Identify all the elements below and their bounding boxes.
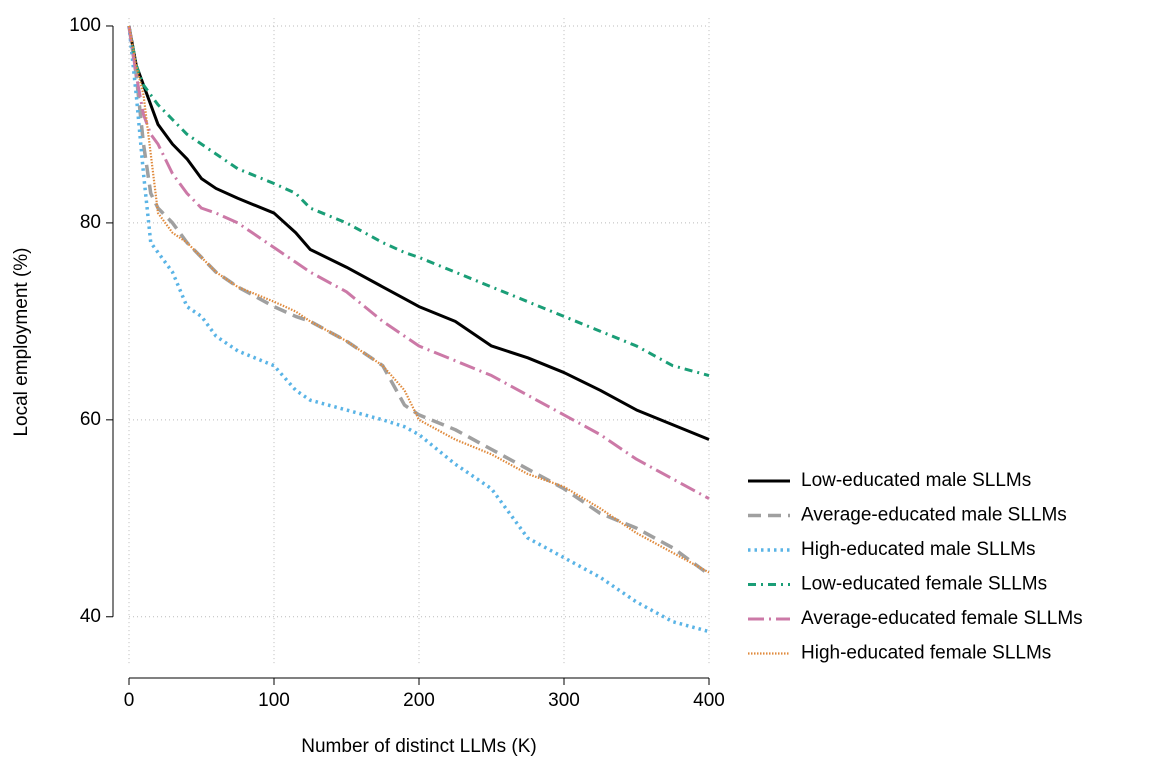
legend-label: Low-educated female SLLMs — [801, 574, 1047, 595]
y-tick-label: 80 — [80, 212, 101, 233]
y-tick-label: 40 — [80, 606, 101, 627]
line-series — [127, 25, 711, 576]
legend-label: Average-educated male SLLMs — [801, 505, 1067, 526]
x-tick-label: 200 — [403, 690, 435, 711]
line-series — [127, 25, 710, 500]
y-tick-label: 60 — [80, 409, 101, 430]
legend-label: High-educated male SLLMs — [801, 539, 1035, 560]
y-tick-label: 100 — [69, 15, 101, 36]
x-axis-label: Number of distinct LLMs (K) — [301, 736, 536, 757]
legend-label: High-educated female SLLMs — [801, 643, 1051, 664]
y-axis-label: Local employment (%) — [11, 247, 32, 436]
x-tick-label: 300 — [548, 690, 580, 711]
x-tick-label: 100 — [258, 690, 290, 711]
x-tick-label: 0 — [124, 690, 135, 711]
legend-label: Low-educated male SLLMs — [801, 470, 1031, 491]
x-tick-label: 400 — [693, 690, 725, 711]
legend-label: Average-educated female SLLMs — [801, 608, 1083, 629]
line-series — [127, 25, 710, 634]
line-series — [127, 25, 710, 377]
line-series — [127, 25, 710, 441]
line-series — [127, 25, 710, 574]
